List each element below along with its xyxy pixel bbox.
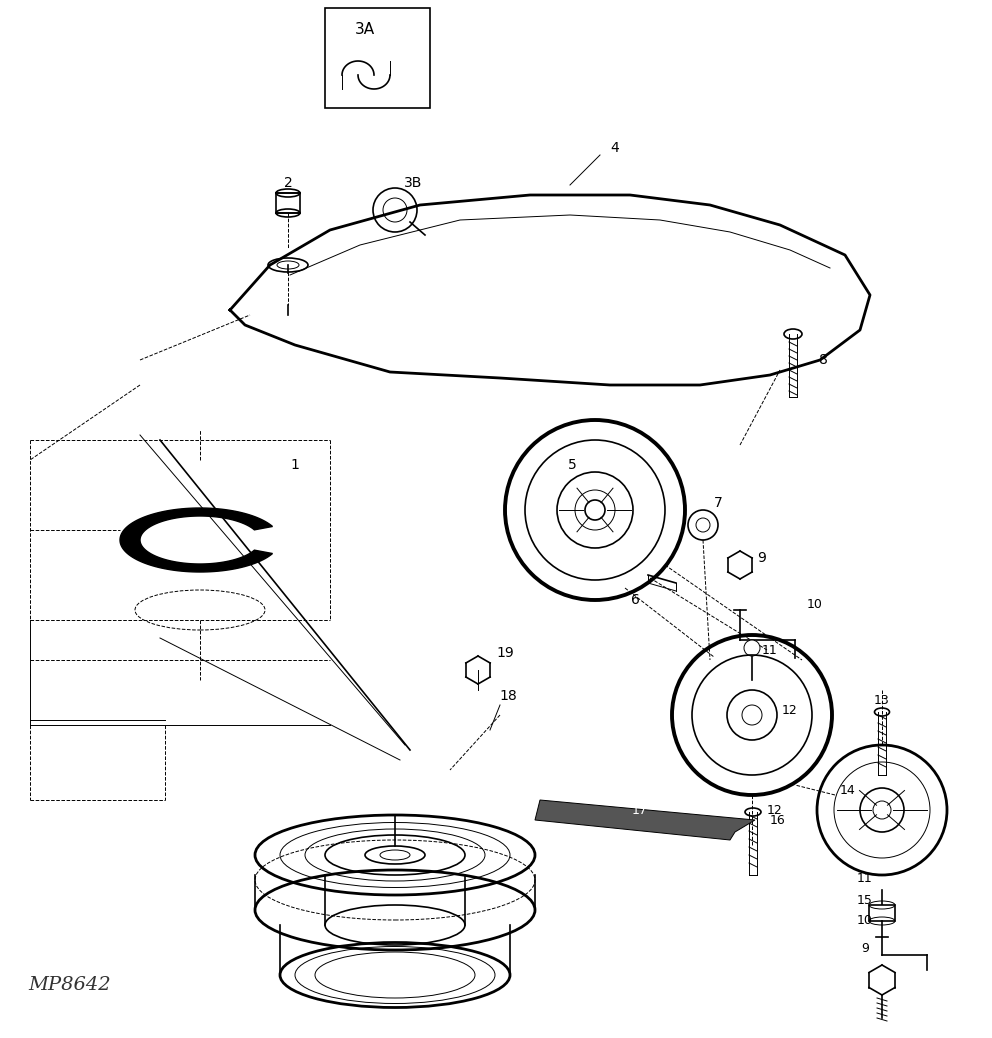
Text: 3A: 3A bbox=[355, 23, 375, 37]
Text: 12: 12 bbox=[767, 803, 783, 817]
Text: 7: 7 bbox=[713, 496, 722, 510]
Text: 3B: 3B bbox=[404, 176, 423, 190]
Text: 11: 11 bbox=[857, 872, 873, 884]
Text: 14: 14 bbox=[840, 784, 856, 796]
Bar bbox=[325, 8, 430, 108]
Text: 1: 1 bbox=[291, 458, 300, 472]
Text: 19: 19 bbox=[496, 646, 514, 660]
Bar bbox=[869, 905, 895, 921]
Polygon shape bbox=[535, 800, 755, 840]
Text: 6: 6 bbox=[631, 593, 640, 607]
Text: 15: 15 bbox=[857, 894, 873, 906]
Text: 11: 11 bbox=[762, 644, 778, 656]
Text: 13: 13 bbox=[874, 693, 890, 707]
Text: 2: 2 bbox=[284, 176, 293, 190]
Text: 9: 9 bbox=[861, 941, 869, 955]
Text: 16: 16 bbox=[770, 814, 786, 826]
Text: 4: 4 bbox=[611, 141, 619, 155]
Text: 10: 10 bbox=[807, 599, 823, 611]
Text: MP8642: MP8642 bbox=[28, 976, 111, 994]
Polygon shape bbox=[120, 508, 273, 572]
Text: 17: 17 bbox=[632, 803, 648, 817]
Text: 5: 5 bbox=[567, 458, 576, 472]
Circle shape bbox=[744, 640, 760, 656]
Text: 18: 18 bbox=[499, 689, 517, 703]
Text: 9: 9 bbox=[758, 551, 767, 565]
Text: 12: 12 bbox=[782, 704, 798, 716]
Bar bbox=[276, 193, 300, 213]
Text: 8: 8 bbox=[818, 353, 827, 367]
Text: 10: 10 bbox=[857, 913, 873, 927]
